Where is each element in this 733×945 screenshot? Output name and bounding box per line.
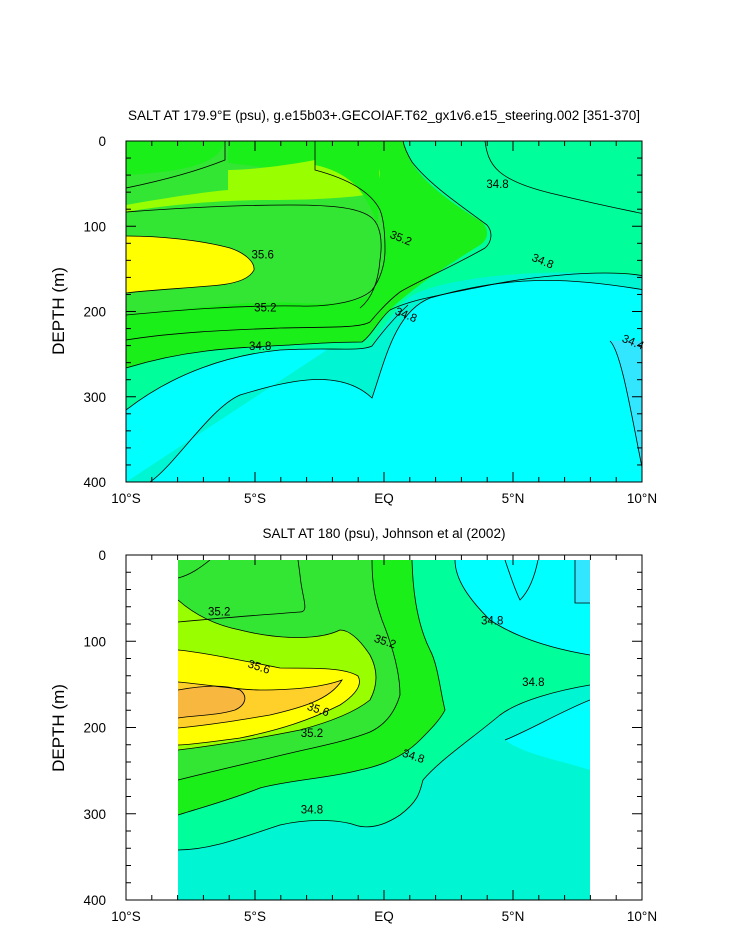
chart-b-fill-36-0 [178, 686, 245, 718]
chart-b-contour-label: 35.2 [208, 606, 230, 618]
chart-b-title: SALT AT 180 (psu), Johnson et al (2002) [263, 526, 506, 541]
chart-a-line-10 [609, 340, 642, 470]
chart-b-plot-area [178, 560, 590, 900]
chart-b-line-2 [178, 599, 377, 751]
chart-b-y-tick-label: 100 [83, 634, 106, 649]
chart-b-x-tick-labels: 10°S 5°S EQ 5°N 10°N [111, 909, 657, 924]
chart-b-line-12 [574, 560, 590, 604]
chart-a-y-tick-label: 300 [83, 390, 106, 405]
chart-a-line-6 [126, 272, 642, 369]
chart-b-line-10 [454, 560, 590, 656]
chart-b-y-axis-label: DEPTH (m) [49, 684, 68, 772]
chart-a-cap-35-6 [315, 141, 380, 226]
chart-a-y-tick-labels: 0 100 200 300 400 [83, 134, 106, 490]
chart-b-line-3 [178, 560, 306, 623]
chart-a-fill-34-4 [610, 341, 642, 468]
chart-b-x-tick-label: 5°S [244, 909, 266, 924]
chart-a-y-axis-label: DEPTH (m) [49, 267, 68, 355]
chart-a-line-1 [126, 141, 226, 189]
chart-b-line-4 [178, 649, 360, 746]
chart-b-line-7 [178, 560, 401, 781]
chart-a-contour-label: 35.2 [254, 303, 276, 315]
chart-a-title: SALT AT 179.9°E (psu), g.e15b03+.GECOIAF… [128, 108, 640, 123]
chart-a-x-tick-label: EQ [374, 491, 394, 506]
chart-b-x-tick-label: 10°S [111, 909, 140, 924]
chart-b-y-tick-labels: 0 100 200 300 400 [83, 548, 106, 908]
chart-b-y-ticks [126, 554, 642, 901]
chart-b-line-9 [178, 684, 590, 851]
chart-a-line-7 [126, 304, 409, 411]
chart-a-line-4 [126, 141, 386, 316]
chart-a-cap-35-4b [126, 141, 228, 205]
chart-b-x-ticks [125, 555, 643, 900]
chart-a-x-tick-labels: 10°S 5°S EQ 5°N 10°N [111, 491, 657, 506]
chart-a-x-ticks [125, 141, 643, 482]
chart-a-line-9 [484, 141, 642, 214]
chart-b-y-tick-label: 200 [83, 721, 106, 736]
chart-a-contour-label: 35.6 [252, 250, 274, 262]
chart-a-contour-label: 34.8 [486, 179, 508, 191]
chart-a-y-tick-label: 200 [83, 305, 106, 320]
chart-a-plot-area [126, 141, 642, 482]
chart-b-x-tick-label: EQ [374, 909, 394, 924]
chart-a-line-5 [126, 141, 492, 341]
chart-a-y-tick-label: 100 [83, 219, 106, 234]
chart-b-y-tick-label: 0 [98, 548, 106, 563]
chart-b-x-tick-label: 10°N [627, 909, 657, 924]
chart-a-y-tick-label: 400 [83, 475, 106, 490]
chart-b-line-1 [178, 560, 211, 579]
chart-b-fill-34-2 [575, 560, 590, 603]
chart-b-line-5 [178, 679, 343, 729]
chart-a-y-ticks [126, 140, 642, 483]
chart-a-x-tick-label: 10°S [111, 491, 140, 506]
chart-a-fill-34-8 [126, 142, 642, 482]
chart-b-x-tick-label: 5°N [502, 909, 525, 924]
chart-a-fill-35-8 [126, 236, 255, 293]
chart-a-x-tick-label: 5°N [502, 491, 525, 506]
chart-b-fill-34-4b [505, 700, 590, 770]
chart-a-contour-lines [126, 141, 642, 482]
chart-a-contour-label: 34.8 [249, 341, 271, 353]
chart-b-y-tick-label: 400 [83, 893, 106, 908]
chart-b-line-6 [178, 685, 246, 719]
chart-b-contour-label: 34.8 [522, 677, 544, 689]
chart-a-line-8 [149, 280, 642, 482]
chart-a-line-2 [126, 204, 382, 309]
chart-b-fill-34-4 [455, 560, 590, 655]
chart-a-line-3 [126, 235, 255, 294]
chart-a-x-tick-label: 10°N [627, 491, 657, 506]
chart-b-y-tick-label: 300 [83, 807, 106, 822]
chart-b-contour-label: 34.8 [481, 616, 503, 628]
chart-b-line-8 [178, 560, 446, 816]
chart-b-line-11 [504, 699, 590, 741]
chart-b-contour-label: 35.2 [301, 728, 323, 740]
chart-a-x-tick-label: 5°S [244, 491, 266, 506]
chart-b-contour-lines [178, 560, 590, 851]
chart-a-y-tick-label: 0 [98, 134, 106, 149]
chart-b-line-13 [504, 560, 539, 601]
chart-b-contour-label: 34.8 [301, 804, 323, 816]
